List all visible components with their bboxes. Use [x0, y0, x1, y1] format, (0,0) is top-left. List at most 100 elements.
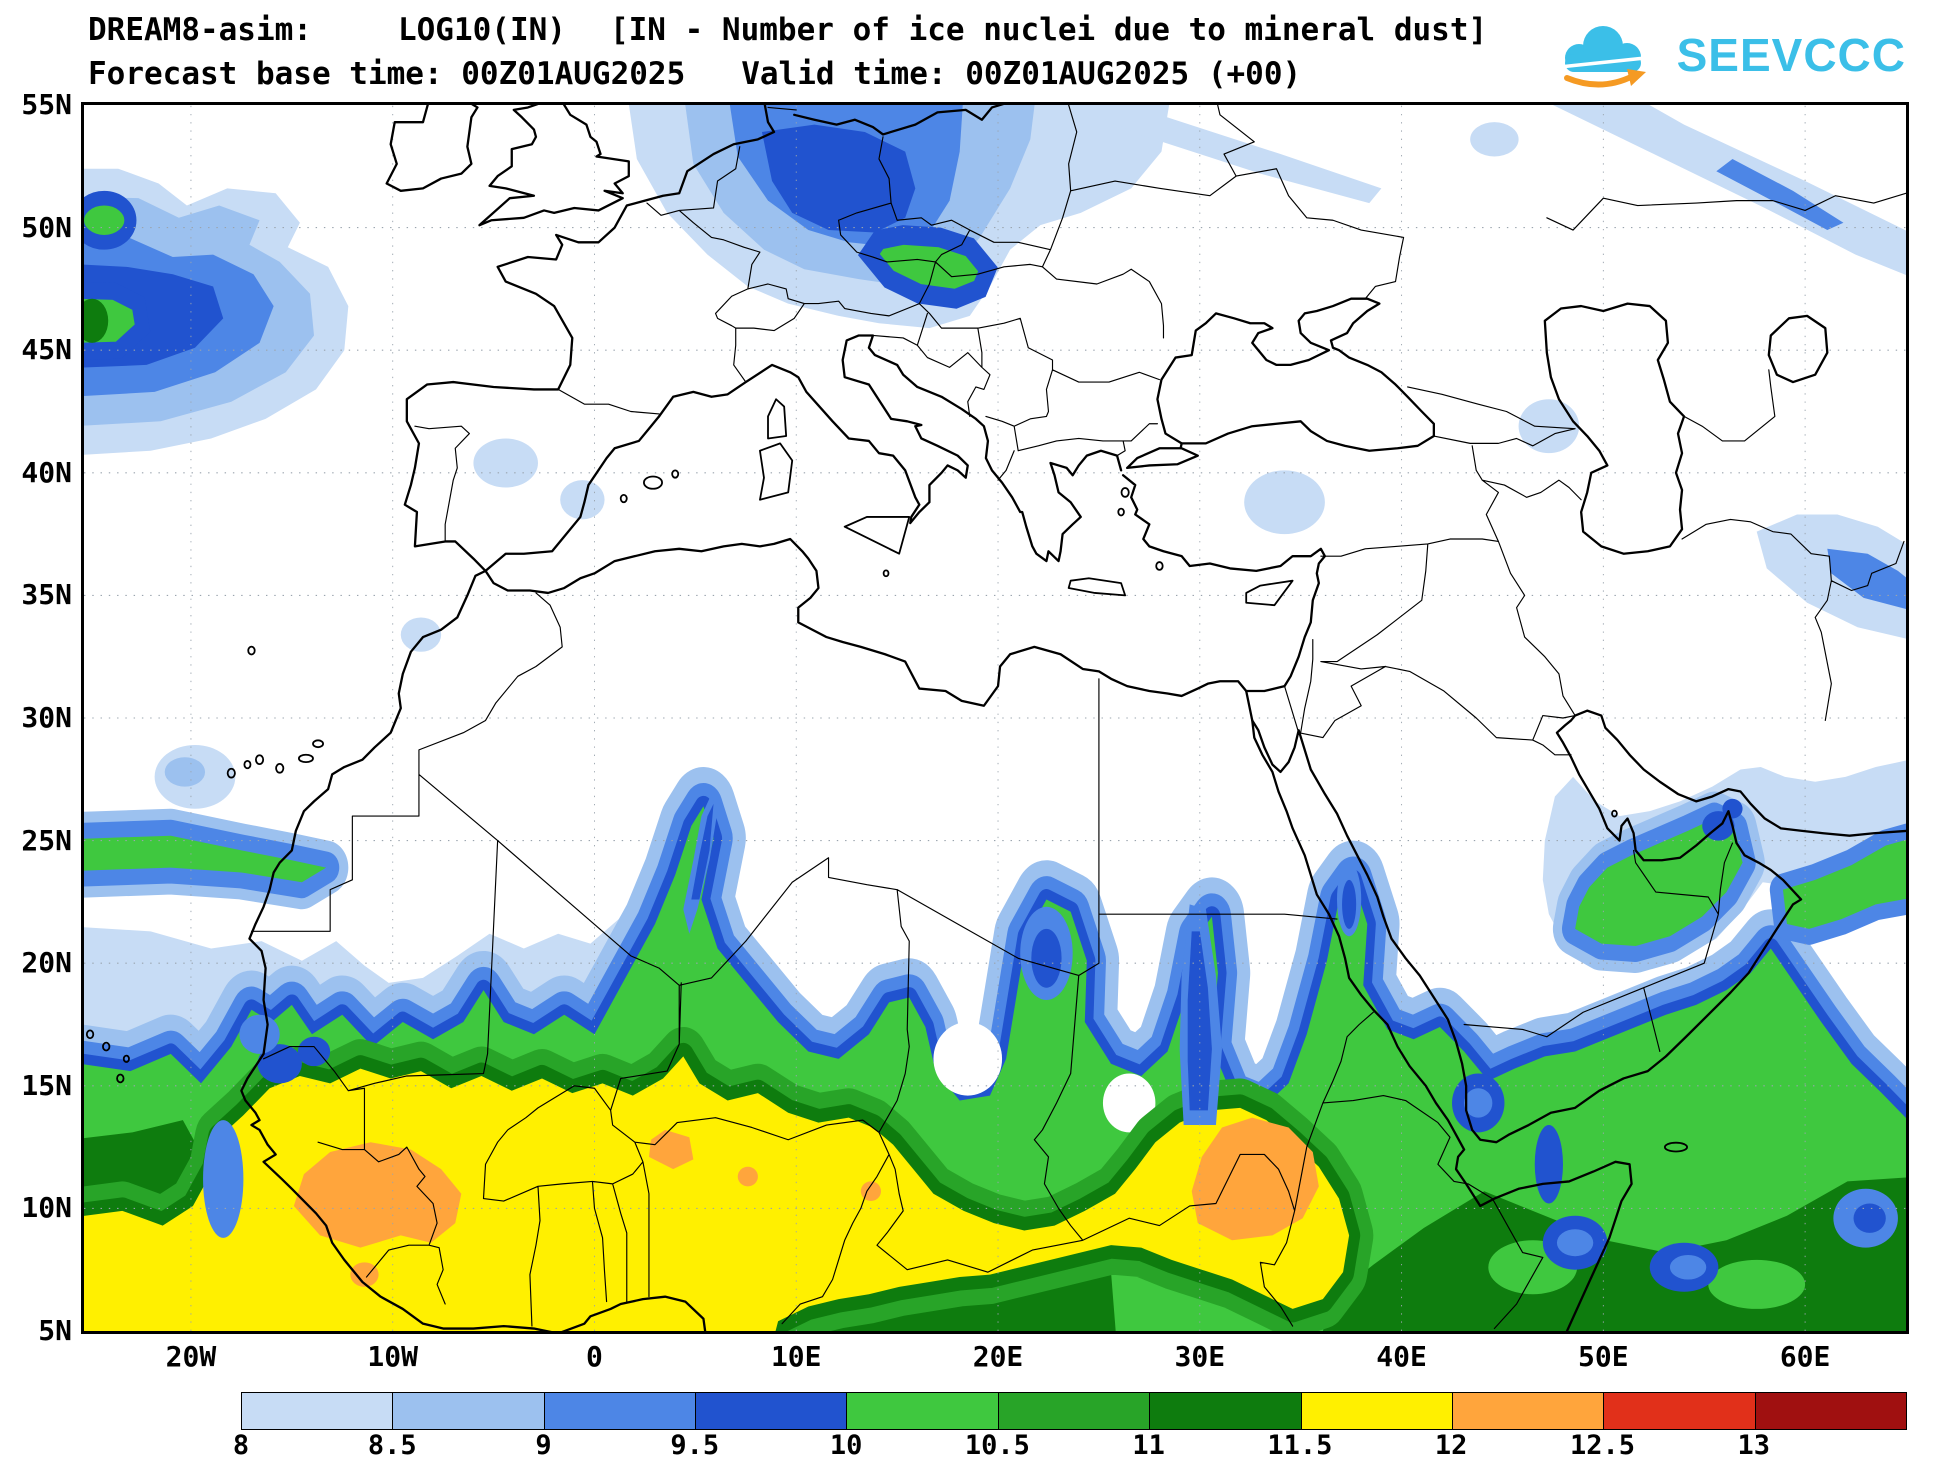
forecast-map: [84, 105, 1906, 1331]
valid-time: Valid time: 00Z01AUG2025 (+00): [741, 56, 1302, 92]
lat-tick-label: 40N: [21, 455, 72, 489]
dust-spot: [1708, 1259, 1806, 1309]
island-madeira: [248, 647, 254, 655]
borders-europe: [415, 105, 1581, 541]
dust-low-nile-core: [1187, 931, 1212, 1111]
dust-low-mali-w: [297, 1036, 331, 1067]
colorbar-segment: [1301, 1393, 1453, 1429]
variable-name: LOG10(IN): [397, 12, 566, 48]
colorbar-segment: [1604, 1393, 1756, 1429]
lon-tick-label: 60E: [1779, 1340, 1831, 1373]
dust-streak-ne-core: [1716, 158, 1844, 231]
colorbar-tick-label: 9: [535, 1430, 552, 1461]
dust-core-small: [737, 1166, 758, 1187]
dust-streak-ne: [1552, 105, 1906, 276]
island-bahrain: [1612, 811, 1617, 817]
island-malta: [884, 570, 889, 576]
lat-tick-label: 55N: [21, 88, 72, 121]
lon-tick-label: 10E: [770, 1340, 822, 1373]
colorbar-segment: [1452, 1393, 1605, 1429]
island-sardinia: [760, 443, 792, 499]
colorbar-tick-label: 10: [829, 1430, 863, 1461]
island-socotra: [1665, 1143, 1687, 1152]
coastline-aral: [1769, 316, 1828, 382]
dust-core-small: [860, 1181, 881, 1202]
contour-field: [84, 105, 1906, 1331]
colorbar-tick-label: 9.5: [670, 1430, 720, 1461]
island-corsica: [768, 399, 786, 438]
colorbar-segment: [696, 1393, 848, 1429]
dust-low-djibouti-core: [1464, 1088, 1493, 1118]
lat-tick-label: 15N: [21, 1068, 72, 1102]
dust-low-ogaden-core: [1556, 1229, 1594, 1257]
dust-spot-canaries-core: [164, 757, 206, 787]
lat-tick-label: 30N: [21, 701, 72, 734]
borders-layer: [251, 105, 1906, 1329]
colorbar-segment: [1150, 1393, 1302, 1429]
lon-tick-label: 20W: [165, 1340, 217, 1373]
colorbar-tick-label: 11.5: [1267, 1430, 1333, 1461]
coastline-britain: [479, 105, 628, 225]
colorbar-tick-label: 11: [1132, 1430, 1165, 1461]
coastline-caspian: [1545, 304, 1684, 554]
map-frame: [81, 102, 1909, 1334]
borders-africa: [251, 593, 1542, 1329]
lat-tick-label: 5N: [38, 1314, 72, 1347]
island-lesbos: [1122, 488, 1129, 497]
dust-spot-spain: [473, 438, 538, 488]
model-name: DREAM8-asim:: [88, 12, 312, 48]
variable-description: [IN - Number of ice nuclei due to minera…: [609, 12, 1488, 48]
dust-streak-baltic: [1072, 105, 1382, 204]
dust-region-europe-deep: [761, 124, 916, 233]
dust-spot-anatolia: [1244, 470, 1325, 535]
colorbar: [241, 1392, 1907, 1430]
island-sicily: [845, 517, 910, 554]
lon-tick-label: 30E: [1174, 1340, 1226, 1373]
dust-low-hornvertical: [1534, 1125, 1563, 1204]
logo-text: SEEVCCC: [1676, 29, 1906, 81]
colorbar-segment: [1755, 1393, 1906, 1429]
coastline-baltic: [794, 105, 1016, 134]
lat-tick-label: 25N: [21, 823, 72, 857]
borders-mideast: [1285, 193, 1906, 1051]
dust-low-tibesti-core: [1031, 928, 1062, 988]
colorbar-tick-label: 10.5: [964, 1430, 1030, 1461]
dust-low-arabiansea-core: [1853, 1203, 1886, 1233]
dust-spot: [84, 298, 109, 343]
dust-low-senegal: [257, 1044, 302, 1084]
seevccc-logo: SEEVCCC: [1551, 14, 1906, 96]
dust-core-sudan: [1191, 1117, 1319, 1241]
island-cyprus: [1246, 581, 1292, 606]
dust-low-ahaggar-core: [691, 803, 714, 900]
lat-tick-label: 20N: [21, 946, 72, 980]
island-mallorca: [644, 476, 662, 488]
dust-region-iran-core: [1827, 548, 1906, 610]
colorbar-tick-label: 12: [1434, 1430, 1468, 1461]
coastline-marmara: [1127, 443, 1198, 468]
coastline-horn-arabia: [1252, 711, 1906, 1331]
dust-low-somalia-core: [1669, 1254, 1707, 1280]
lon-tick-label: 0: [586, 1340, 603, 1373]
lat-tick-label: 10N: [21, 1191, 72, 1225]
plot-subtitle: Forecast base time: 00Z01AUG2025 Valid ti…: [88, 56, 1301, 92]
colorbar-tick-label: 12.5: [1569, 1430, 1635, 1461]
coastlines-layer: [87, 105, 1906, 1331]
island-crete: [1069, 578, 1125, 595]
colorbar-segment: [393, 1393, 545, 1429]
island-chios: [1118, 509, 1124, 516]
dust-spot-morocco: [400, 617, 442, 652]
dust-low-senegal-w: [239, 1014, 280, 1054]
dust-low-offshore: [203, 1120, 244, 1238]
lat-tick-label: 45N: [21, 333, 72, 367]
island-menorca: [672, 470, 678, 477]
coastline-black-sea: [1157, 299, 1433, 451]
cloud-logo-icon: [1556, 26, 1646, 88]
lat-tick-label: 50N: [21, 210, 72, 244]
islands-cape-verde: [87, 1030, 129, 1082]
forecast-base-time: Forecast base time: 00Z01AUG2025: [88, 56, 686, 92]
lon-tick-label: 40E: [1376, 1340, 1427, 1373]
coastline-italy-balkans-greece: [659, 335, 1121, 561]
coastline-ireland: [387, 105, 478, 191]
lon-tick-label: 10W: [367, 1340, 418, 1373]
lon-tick-label: 50E: [1578, 1340, 1629, 1373]
